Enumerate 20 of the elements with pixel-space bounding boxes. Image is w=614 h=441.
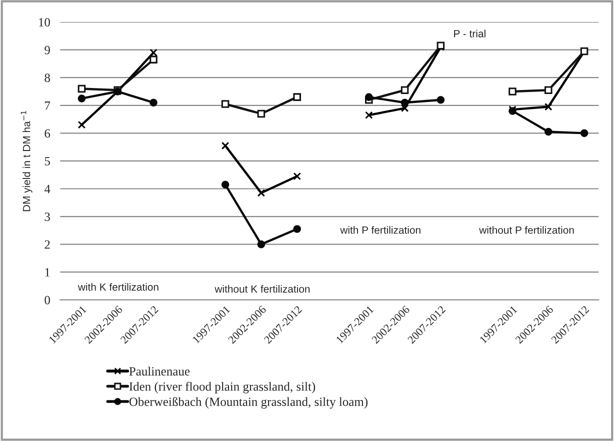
annotation: without P fertilization [479, 226, 574, 234]
y-tick-label: 7 [45, 102, 50, 110]
legend-label: Oberweißbach (Mountain grassland, silty loam) [129, 397, 368, 409]
legend-label: Paulinenaue [129, 366, 190, 376]
annotation: without K fertilization [214, 285, 310, 293]
y-tick-label: 1 [45, 268, 50, 276]
y-tick-label: 6 [44, 129, 50, 138]
annotation: with K fertilization [78, 283, 158, 291]
y-axis-title: DM yield in t DM ha$^{−1}$ [20, 110, 32, 212]
y-tick-label: 3 [44, 212, 50, 221]
y-tick-label: 10 [39, 18, 50, 27]
y-tick-label: 0 [44, 296, 50, 304]
y-tick-label: 5 [44, 157, 50, 166]
y-tick-label: 4 [44, 184, 50, 194]
y-tick-label: 9 [44, 46, 50, 54]
annotation: with P fertilization [340, 226, 420, 234]
annotation: P - trial [454, 30, 486, 38]
legend-label: Iden (river flood plain grassland, silt) [129, 382, 316, 394]
y-tick-label: 8 [44, 74, 50, 82]
y-tick-label: 2 [44, 240, 50, 249]
